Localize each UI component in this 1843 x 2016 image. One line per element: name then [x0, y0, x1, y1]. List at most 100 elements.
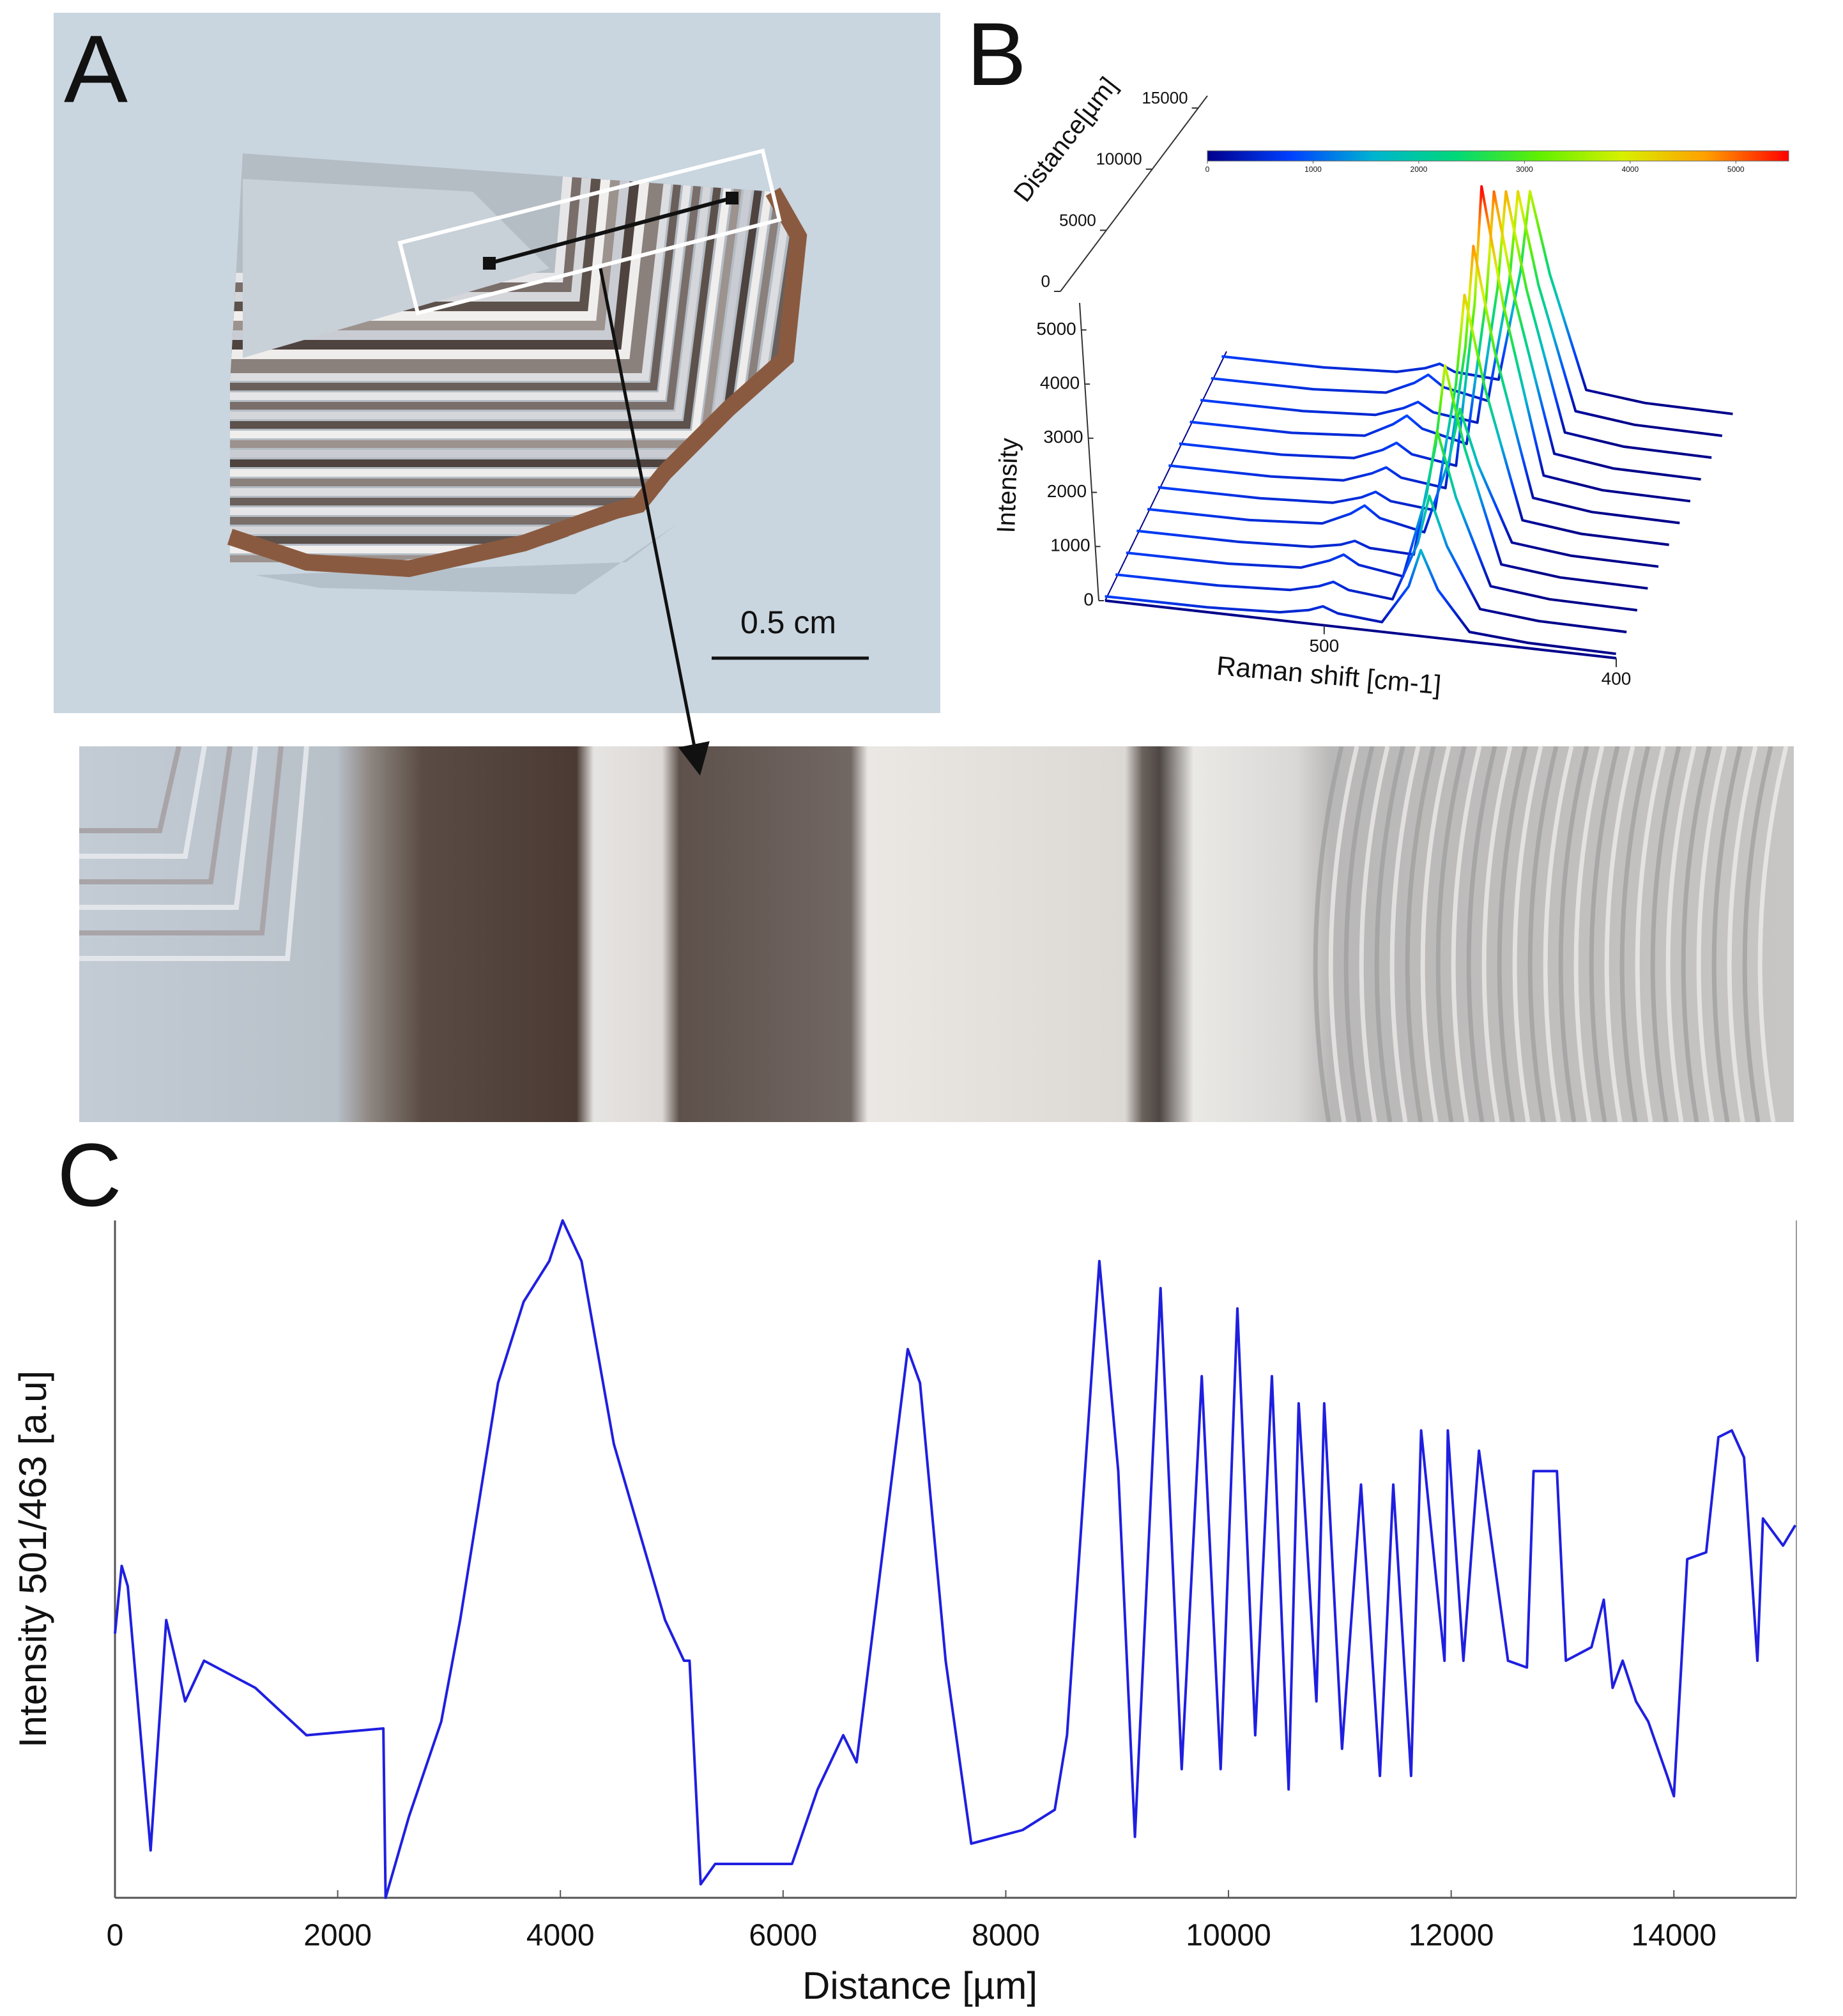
x-tick-label: 8000: [972, 1919, 1040, 1953]
x-tick-label: 400: [1602, 668, 1632, 688]
panel-label: B: [967, 4, 1026, 104]
strip-band: [1696, 746, 1727, 1122]
x-tick-label: 4000: [526, 1919, 595, 1953]
strip-band: [1619, 746, 1651, 1122]
agate-band: [230, 153, 738, 419]
strip-band: [1497, 746, 1528, 1122]
shadow: [256, 524, 677, 594]
strip-band: [1742, 746, 1773, 1122]
strip-band: [1343, 746, 1375, 1122]
strip-chevron: [79, 746, 181, 833]
strip-band: [1359, 746, 1390, 1122]
profile-end: [726, 192, 738, 204]
panel-label: A: [64, 15, 128, 123]
agate-band: [230, 153, 729, 410]
agate-band: [230, 153, 700, 381]
z-tick-label: 15000: [1142, 88, 1188, 107]
scale-bar-label: 0.5 cm: [740, 604, 836, 640]
strip-band: [1558, 746, 1589, 1122]
strip-chevron: [79, 746, 233, 884]
spectrum: [1168, 245, 1680, 525]
spectrum: [1221, 190, 1733, 415]
y-axis-label: Intensity 501/463 [a.u]: [11, 1371, 54, 1748]
spectrum: [1105, 549, 1616, 656]
strip-band: [1527, 746, 1559, 1122]
strip-band: [1405, 746, 1436, 1122]
x-tick-label: 14000: [1632, 1919, 1717, 1953]
waterfall-plot: 0 1000 2000 3000 4000 50005004000100020003000…: [992, 72, 1789, 700]
spectrum: [1189, 190, 1701, 481]
strip-chevron: [79, 746, 258, 910]
colorbar-tick-label: 5000: [1727, 165, 1745, 174]
profile-line: [489, 196, 733, 265]
strip-chevron: [79, 746, 207, 859]
z-floor-axis: [1105, 351, 1227, 601]
x-axis-label: Raman shift [cm-1]: [1216, 650, 1442, 700]
strip-band: [1374, 746, 1405, 1122]
panel-label: C: [57, 1125, 121, 1225]
profile-start: [483, 257, 496, 270]
colorbar-tick-label: 1000: [1304, 165, 1322, 174]
strip-chevron: [79, 746, 284, 935]
line-plot: 0 2000 4000 6000 8000 10000 12000 14000 Distance…: [11, 1219, 1797, 2007]
strip-band: [1665, 746, 1697, 1122]
agate-band: [230, 153, 748, 429]
strip-band: [1389, 746, 1421, 1122]
strip-band: [1573, 746, 1605, 1122]
x-tick-label: 6000: [749, 1919, 817, 1953]
strip-band: [1420, 746, 1451, 1122]
colorbar-tick-label: 4000: [1621, 165, 1639, 174]
y-tick-label: 3000: [1043, 427, 1083, 447]
strip-band: [1481, 746, 1513, 1122]
spectrum: [1200, 190, 1712, 459]
agate-rim: [227, 187, 807, 578]
strip-band: [1681, 746, 1712, 1122]
agate-band: [230, 153, 799, 562]
spectrum: [1211, 190, 1723, 437]
magnified-strip: [79, 746, 1794, 1122]
y-tick-label: 4000: [1040, 373, 1080, 392]
colorbar: [1207, 150, 1789, 162]
y-tick-label: 2000: [1047, 481, 1087, 501]
x-tick-label: 2000: [303, 1919, 372, 1953]
x-tick-label: 12000: [1409, 1919, 1494, 1953]
strip-band: [1466, 746, 1497, 1122]
strip-band: [1711, 746, 1743, 1122]
strip-band: [1635, 746, 1666, 1122]
strip-band: [1757, 746, 1789, 1122]
strip-band: [1543, 746, 1574, 1122]
z-tick-label: 0: [1041, 272, 1050, 291]
arrow: [599, 268, 710, 776]
spectrum: [1147, 407, 1659, 568]
x-axis-label: Distance [µm]: [802, 1964, 1037, 2007]
agate: [230, 153, 799, 562]
strip-band: [1604, 746, 1635, 1122]
strip-band: [1512, 746, 1543, 1122]
z-axis: [1060, 95, 1208, 292]
spectrum: [1115, 495, 1627, 634]
z-tick-label: 10000: [1096, 150, 1142, 169]
y-axis: [1079, 302, 1099, 601]
y-axis-label: Intensity: [992, 438, 1023, 534]
x-tick-label: 0: [107, 1919, 124, 1953]
strip-band: [1650, 746, 1681, 1122]
agate-band: [230, 153, 676, 357]
agate-band: [230, 153, 666, 347]
selection-box: [397, 148, 782, 316]
z-tick-label: 5000: [1059, 210, 1096, 229]
strip-band: [1727, 746, 1758, 1122]
x-tick-label: 500: [1309, 636, 1339, 656]
strip-band: [1328, 746, 1359, 1122]
strip-bands: [79, 746, 1794, 1122]
strip-band: [1435, 746, 1467, 1122]
strip-band: [1313, 746, 1344, 1122]
strip-chevron: [79, 746, 309, 961]
y-tick-label: 1000: [1050, 535, 1090, 555]
y-tick-label: 5000: [1036, 319, 1076, 339]
colorbar-tick-label: 2000: [1411, 165, 1428, 174]
colorbar-tick-label: 0: [1205, 165, 1210, 174]
strip-band: [1451, 746, 1482, 1122]
colorbar-tick-label: 3000: [1516, 165, 1533, 174]
